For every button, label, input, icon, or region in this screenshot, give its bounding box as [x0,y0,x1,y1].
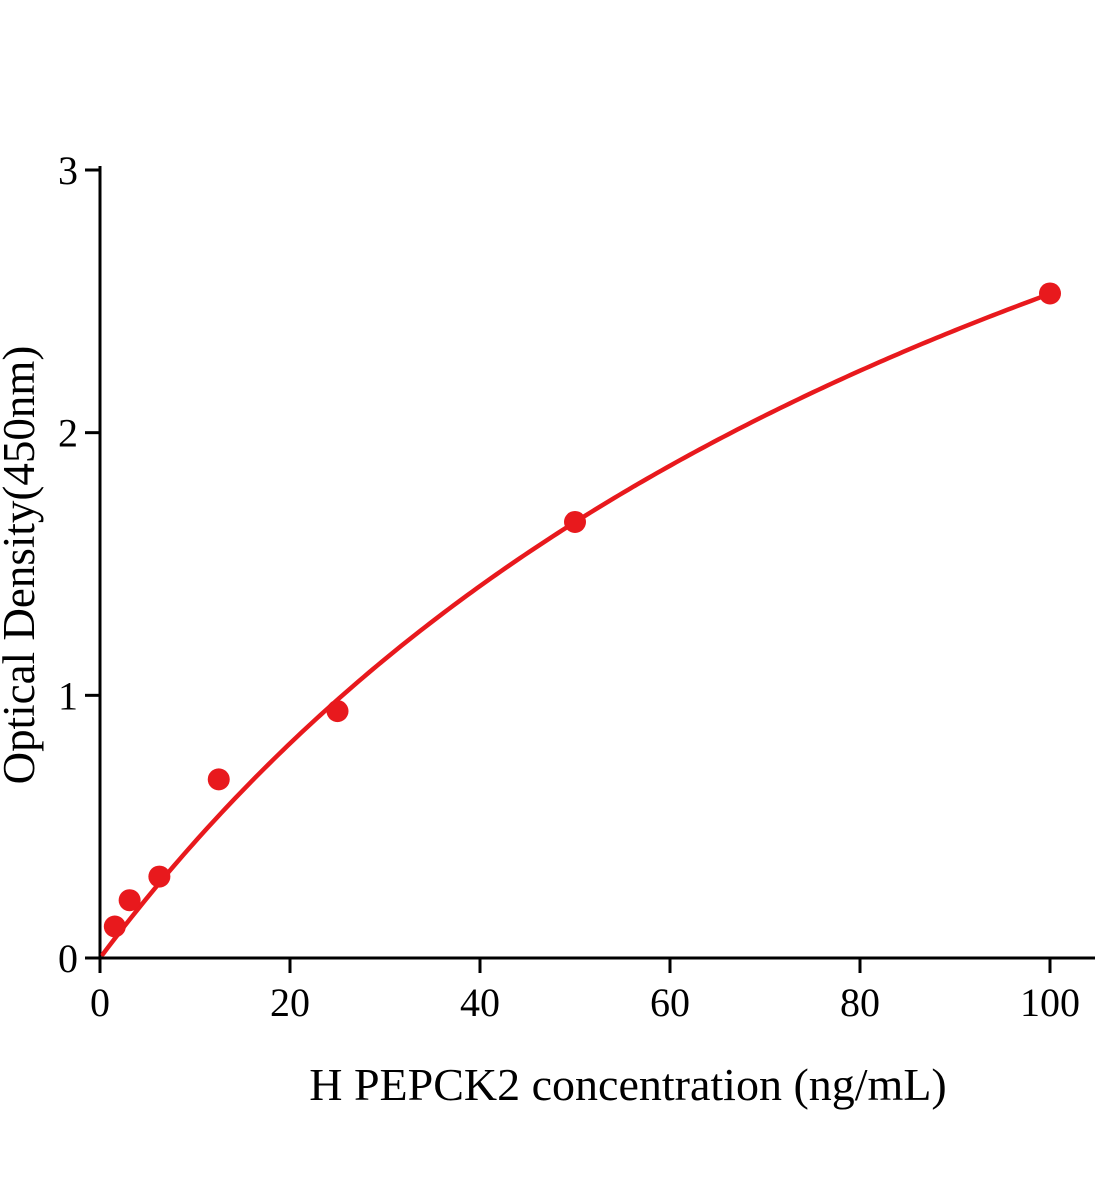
x-tick-label: 60 [650,980,690,1025]
x-axis-title: H PEPCK2 concentration (ng/mL) [309,1059,947,1110]
fit-curve [100,291,1053,957]
x-tick-label: 20 [270,980,310,1025]
data-point [564,510,586,533]
data-point [118,889,141,912]
plot-layer: 0 1 2 3 0 20 40 60 80 100 [58,148,1095,1025]
y-tick-label: 0 [58,936,78,981]
y-axis-title: Optical Density(450nm) [0,346,44,785]
data-point [1039,282,1061,305]
y-tick-label: 3 [58,148,78,193]
data-point [326,700,349,723]
x-tick-label: 80 [840,980,880,1025]
x-tick-label: 100 [1020,980,1080,1025]
data-point [148,865,171,888]
x-tick-label: 40 [460,980,500,1025]
data-point [103,915,126,938]
x-tick-label: 0 [90,980,110,1025]
y-tick-label: 2 [58,411,78,456]
y-tick-label: 1 [58,673,78,718]
data-point [207,768,230,791]
